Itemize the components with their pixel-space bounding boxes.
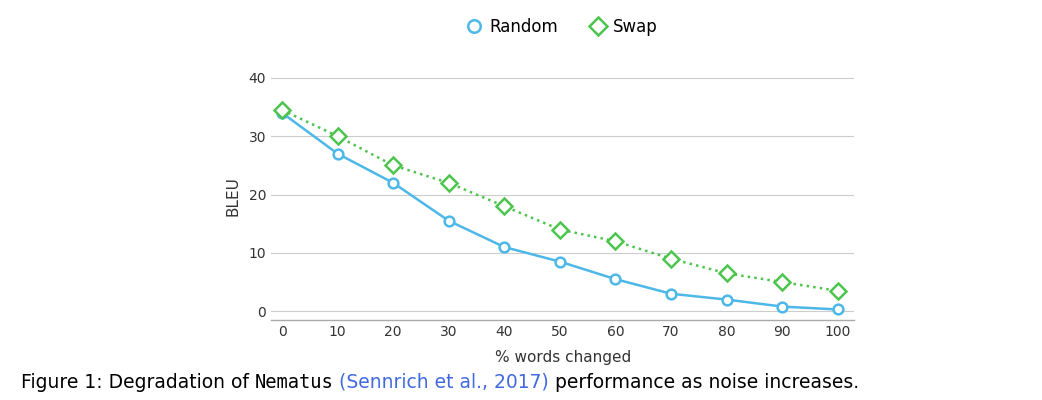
X-axis label: % words changed: % words changed (495, 350, 630, 365)
Text: (Sennrich et al., 2017): (Sennrich et al., 2017) (333, 372, 549, 392)
Y-axis label: BLEU: BLEU (225, 176, 240, 216)
Text: Figure 1: Degradation of: Figure 1: Degradation of (21, 372, 254, 392)
Text: performance as noise increases.: performance as noise increases. (549, 372, 860, 392)
Legend: Random, Swap: Random, Swap (461, 11, 665, 42)
Text: Nematus: Nematus (254, 372, 333, 392)
